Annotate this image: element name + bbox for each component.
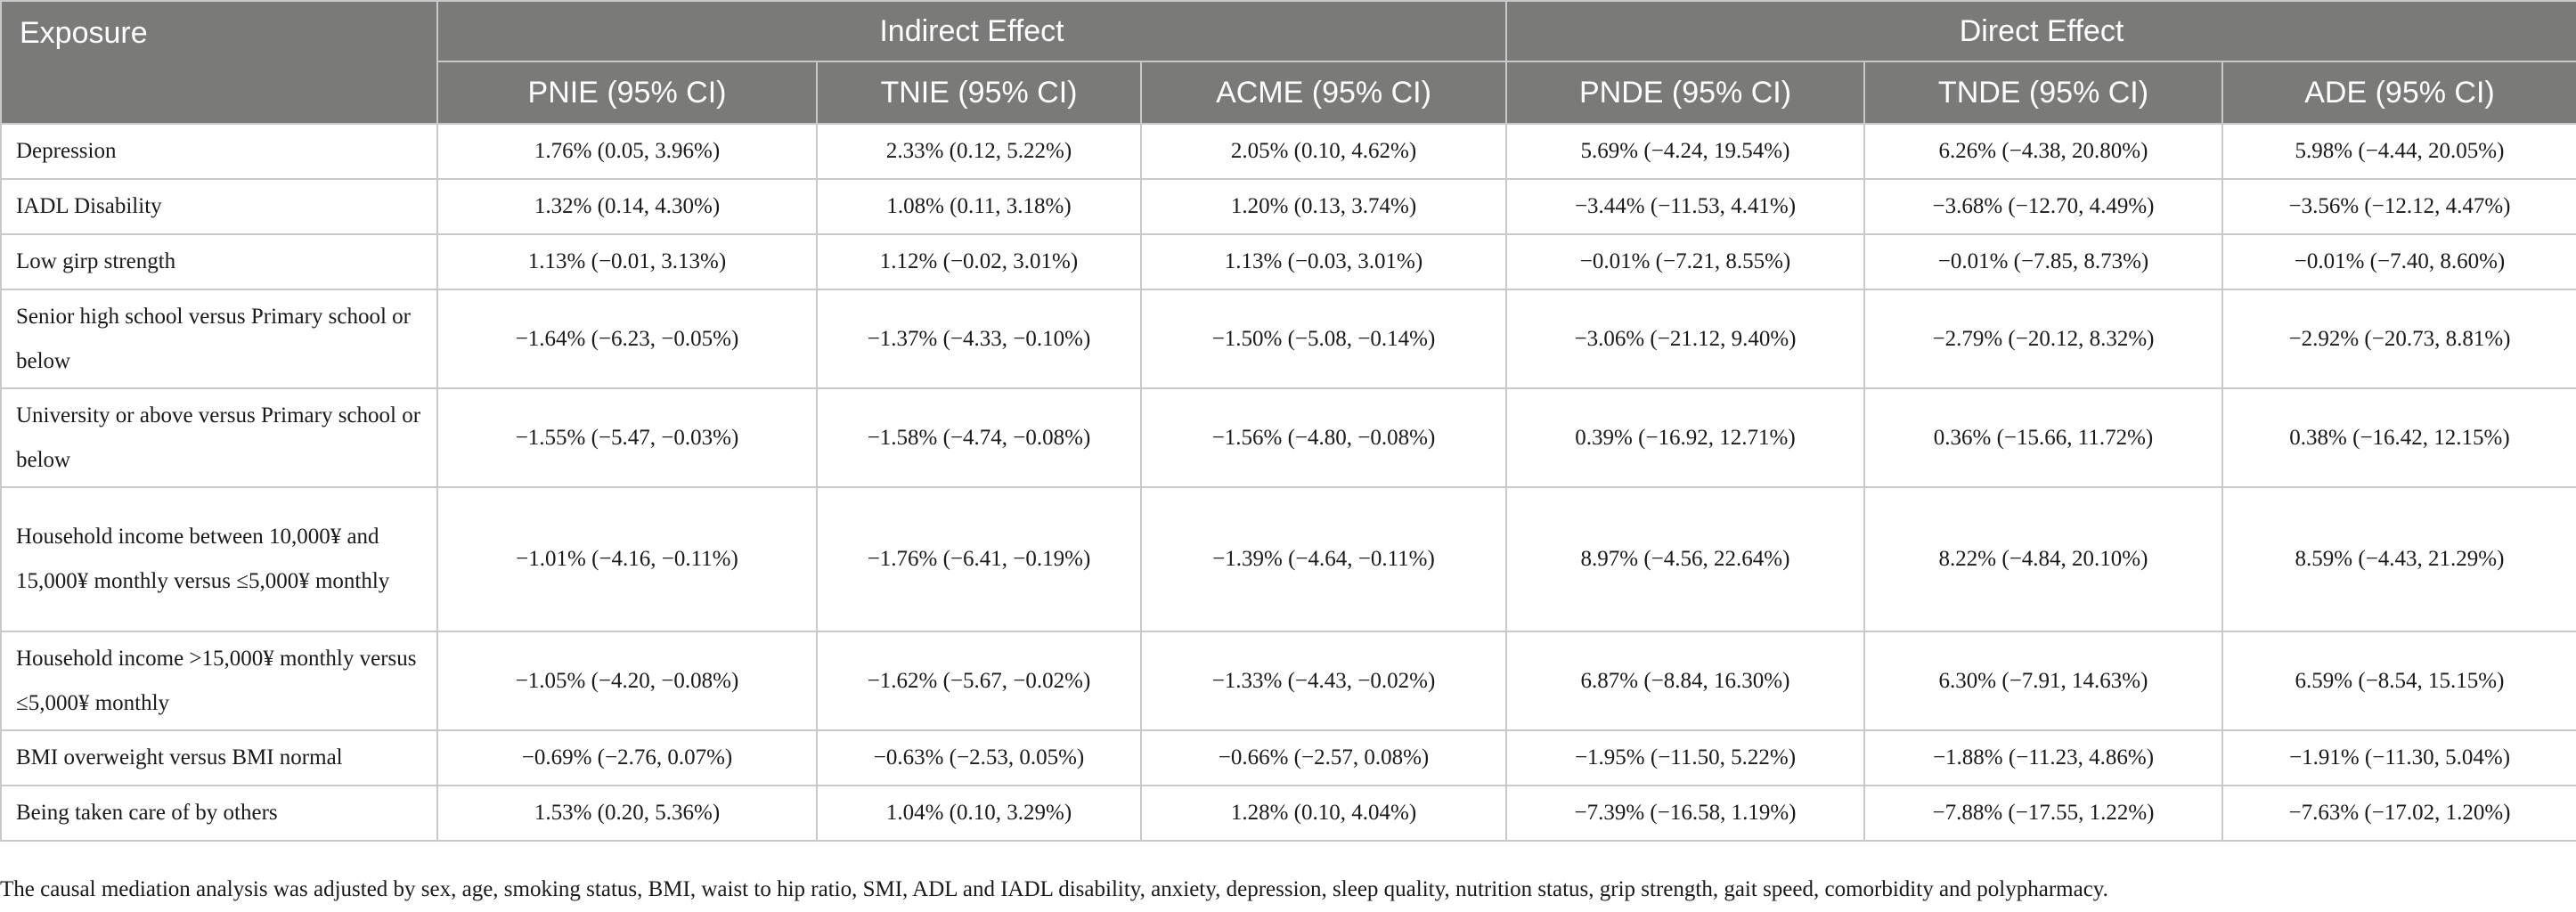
- ade-cell: 6.59% (−8.54, 15.15%): [2221, 631, 2576, 731]
- pnie-cell: −1.05% (−4.20, −0.08%): [436, 631, 818, 731]
- pnie-cell: −1.55% (−5.47, −0.03%): [436, 387, 818, 488]
- tnde-cell: −7.88% (−17.55, 1.22%): [1863, 785, 2223, 842]
- table-row: IADL Disability 1.32% (0.14, 4.30%) 1.08…: [0, 178, 2576, 235]
- table-body: Depression 1.76% (0.05, 3.96%) 2.33% (0.…: [0, 123, 2576, 842]
- pnie-cell: −1.01% (−4.16, −0.11%): [436, 486, 818, 632]
- tnde-cell: 0.36% (−15.66, 11.72%): [1863, 387, 2223, 488]
- ade-cell: −7.63% (−17.02, 1.20%): [2221, 785, 2576, 842]
- tnde-cell: 8.22% (−4.84, 20.10%): [1863, 486, 2223, 632]
- pnde-cell: 6.87% (−8.84, 16.30%): [1505, 631, 1865, 731]
- ade-cell: 0.38% (−16.42, 12.15%): [2221, 387, 2576, 488]
- pnie-cell: −1.64% (−6.23, −0.05%): [436, 289, 818, 389]
- pnde-cell: 8.97% (−4.56, 22.64%): [1505, 486, 1865, 632]
- exposure-cell: Household income >15,000¥ monthly versus…: [0, 631, 438, 731]
- pnde-cell: −1.95% (−11.50, 5.22%): [1505, 729, 1865, 786]
- pnde-cell: 0.39% (−16.92, 12.71%): [1505, 387, 1865, 488]
- exposure-cell: IADL Disability: [0, 178, 438, 235]
- acme-cell: 1.28% (0.10, 4.04%): [1140, 785, 1507, 842]
- table-row: Senior high school versus Primary school…: [0, 289, 2576, 389]
- table-row: Household income between 10,000¥ and 15,…: [0, 486, 2576, 632]
- ade-cell: 5.98% (−4.44, 20.05%): [2221, 123, 2576, 180]
- pnde-cell: −0.01% (−7.21, 8.55%): [1505, 233, 1865, 290]
- acme-cell: 1.20% (0.13, 3.74%): [1140, 178, 1507, 235]
- tnie-cell: −0.63% (−2.53, 0.05%): [816, 729, 1142, 786]
- tnde-cell: −1.88% (−11.23, 4.86%): [1863, 729, 2223, 786]
- pnie-cell: 1.76% (0.05, 3.96%): [436, 123, 818, 180]
- pnde-cell: −3.06% (−21.12, 9.40%): [1505, 289, 1865, 389]
- column-header-tnie: TNIE (95% CI): [816, 61, 1142, 125]
- table-row: Household income >15,000¥ monthly versus…: [0, 631, 2576, 731]
- header-row-groups: Exposure Indirect Effect Direct Effect: [0, 0, 2576, 125]
- table-row: BMI overweight versus BMI normal −0.69% …: [0, 729, 2576, 786]
- exposure-cell: Household income between 10,000¥ and 15,…: [0, 486, 438, 632]
- exposure-cell: Being taken care of by others: [0, 785, 438, 842]
- table-row: University or above versus Primary schoo…: [0, 387, 2576, 488]
- column-header-acme: ACME (95% CI): [1140, 61, 1507, 125]
- acme-cell: −1.39% (−4.64, −0.11%): [1140, 486, 1507, 632]
- acme-cell: −0.66% (−2.57, 0.08%): [1140, 729, 1507, 786]
- tnie-cell: 1.08% (0.11, 3.18%): [816, 178, 1142, 235]
- table-footnote: The causal mediation analysis was adjust…: [0, 877, 2108, 901]
- direct-effect-header: Direct Effect: [1504, 0, 2576, 62]
- table-row: Being taken care of by others 1.53% (0.2…: [0, 785, 2576, 842]
- tnie-cell: 1.04% (0.10, 3.29%): [816, 785, 1142, 842]
- ade-cell: −0.01% (−7.40, 8.60%): [2221, 233, 2576, 290]
- ade-cell: 8.59% (−4.43, 21.29%): [2221, 486, 2576, 632]
- pnie-cell: 1.13% (−0.01, 3.13%): [436, 233, 818, 290]
- tnie-cell: 1.12% (−0.02, 3.01%): [816, 233, 1142, 290]
- exposure-cell: University or above versus Primary schoo…: [0, 387, 438, 488]
- mediation-results-table: Exposure Indirect Effect Direct Effect P…: [0, 0, 2576, 842]
- tnde-cell: 6.26% (−4.38, 20.80%): [1863, 123, 2223, 180]
- exposure-cell: BMI overweight versus BMI normal: [0, 729, 438, 786]
- pnde-cell: 5.69% (−4.24, 19.54%): [1505, 123, 1865, 180]
- header-row-columns: PNIE (95% CI) TNIE (95% CI) ACME (95% CI…: [1, 61, 2576, 125]
- column-header-pnde: PNDE (95% CI): [1505, 61, 1865, 125]
- pnie-cell: 1.53% (0.20, 5.36%): [436, 785, 818, 842]
- exposure-cell: Depression: [0, 123, 438, 180]
- acme-cell: −1.56% (−4.80, −0.08%): [1140, 387, 1507, 488]
- table-row: Depression 1.76% (0.05, 3.96%) 2.33% (0.…: [0, 123, 2576, 180]
- acme-cell: 2.05% (0.10, 4.62%): [1140, 123, 1507, 180]
- table-row: Low girp strength 1.13% (−0.01, 3.13%) 1…: [0, 233, 2576, 290]
- tnde-cell: −2.79% (−20.12, 8.32%): [1863, 289, 2223, 389]
- exposure-cell: Low girp strength: [0, 233, 438, 290]
- tnie-cell: −1.37% (−4.33, −0.10%): [816, 289, 1142, 389]
- exposure-cell: Senior high school versus Primary school…: [0, 289, 438, 389]
- tnie-cell: 2.33% (0.12, 5.22%): [816, 123, 1142, 180]
- tnie-cell: −1.62% (−5.67, −0.02%): [816, 631, 1142, 731]
- pnde-cell: −7.39% (−16.58, 1.19%): [1505, 785, 1865, 842]
- ade-cell: −2.92% (−20.73, 8.81%): [2221, 289, 2576, 389]
- acme-cell: −1.33% (−4.43, −0.02%): [1140, 631, 1507, 731]
- column-header-ade: ADE (95% CI): [2221, 61, 2576, 125]
- tnde-cell: −0.01% (−7.85, 8.73%): [1863, 233, 2223, 290]
- column-header-tnde: TNDE (95% CI): [1863, 61, 2223, 125]
- pnie-cell: 1.32% (0.14, 4.30%): [436, 178, 818, 235]
- ade-cell: −3.56% (−12.12, 4.47%): [2221, 178, 2576, 235]
- exposure-header: Exposure: [0, 0, 438, 125]
- tnde-cell: 6.30% (−7.91, 14.63%): [1863, 631, 2223, 731]
- mediation-table-container: Exposure Indirect Effect Direct Effect P…: [0, 0, 2576, 842]
- tnde-cell: −3.68% (−12.70, 4.49%): [1863, 178, 2223, 235]
- ade-cell: −1.91% (−11.30, 5.04%): [2221, 729, 2576, 786]
- indirect-effect-header: Indirect Effect: [436, 0, 1507, 62]
- column-header-pnie: PNIE (95% CI): [436, 61, 818, 125]
- tnie-cell: −1.58% (−4.74, −0.08%): [816, 387, 1142, 488]
- acme-cell: −1.50% (−5.08, −0.14%): [1140, 289, 1507, 389]
- pnde-cell: −3.44% (−11.53, 4.41%): [1505, 178, 1865, 235]
- acme-cell: 1.13% (−0.03, 3.01%): [1140, 233, 1507, 290]
- tnie-cell: −1.76% (−6.41, −0.19%): [816, 486, 1142, 632]
- table-header: Exposure Indirect Effect Direct Effect P…: [0, 0, 2576, 125]
- pnie-cell: −0.69% (−2.76, 0.07%): [436, 729, 818, 786]
